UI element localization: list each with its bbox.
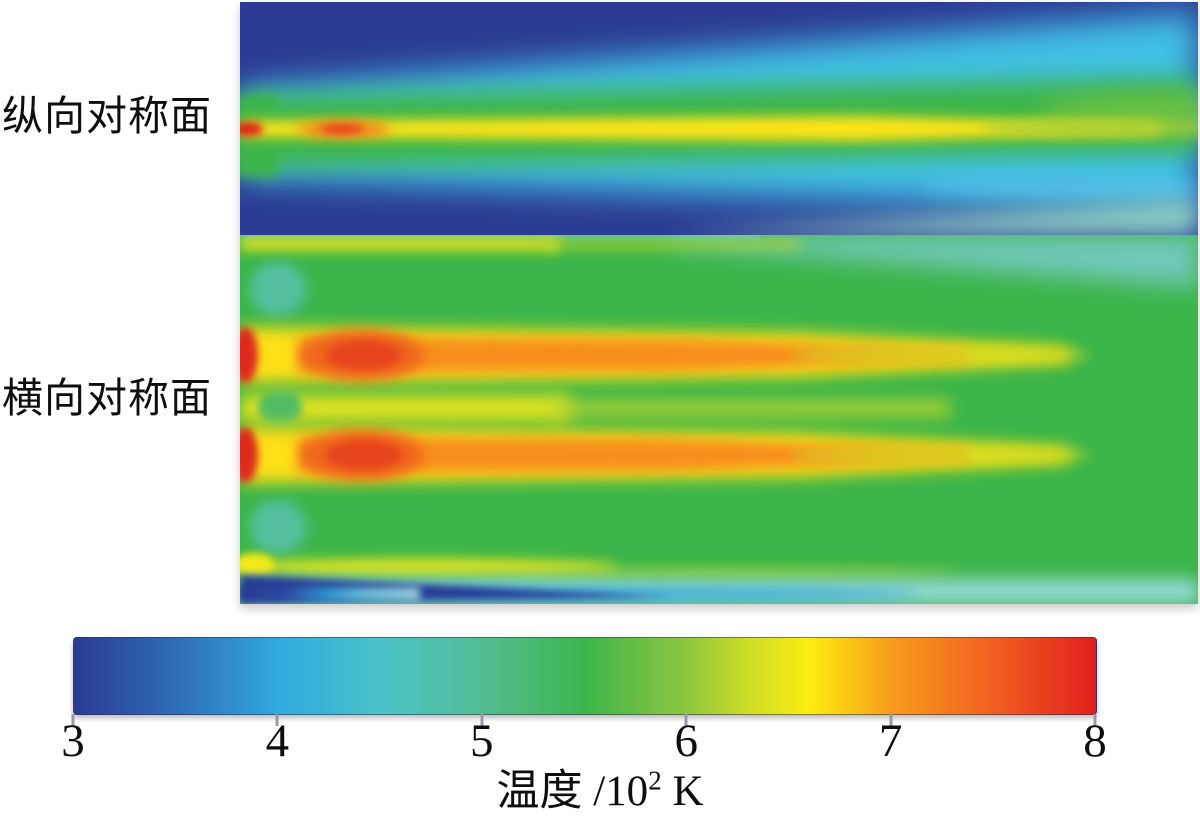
tick-label: 6 — [674, 715, 698, 767]
colorbar-tick-labels: 3 4 5 6 7 8 — [61, 715, 1107, 770]
tickmark — [71, 714, 75, 726]
colorbar-gradient — [73, 637, 1097, 715]
contour-plot — [240, 2, 1198, 604]
temperature-contour-svg — [240, 2, 1198, 604]
panel-label-longitudinal-plane: 纵向对称面 — [2, 93, 212, 139]
tick-label: 3 — [61, 715, 85, 767]
panel-transverse — [240, 235, 1198, 604]
panel-longitudinal — [240, 2, 1198, 235]
colorbar-title-exponent: 2 — [648, 765, 662, 796]
tick-label: 7 — [878, 715, 903, 767]
panel-label-transverse-plane: 横向对称面 — [2, 375, 212, 421]
colorbar-title-unit: K — [661, 768, 704, 815]
tick-label: 5 — [470, 715, 494, 767]
tickmark — [684, 714, 688, 726]
colorbar-title-text: 温度 /10 — [496, 768, 649, 815]
colorbar-tickmarks — [71, 714, 1097, 727]
tickmark — [889, 714, 893, 726]
tickmark — [275, 714, 279, 726]
tick-label: 8 — [1083, 715, 1107, 767]
tick-label: 4 — [265, 715, 290, 767]
tickmark — [1093, 714, 1097, 726]
colorbar-title: 温度 /102 K — [0, 765, 1200, 815]
tickmark — [480, 714, 484, 726]
